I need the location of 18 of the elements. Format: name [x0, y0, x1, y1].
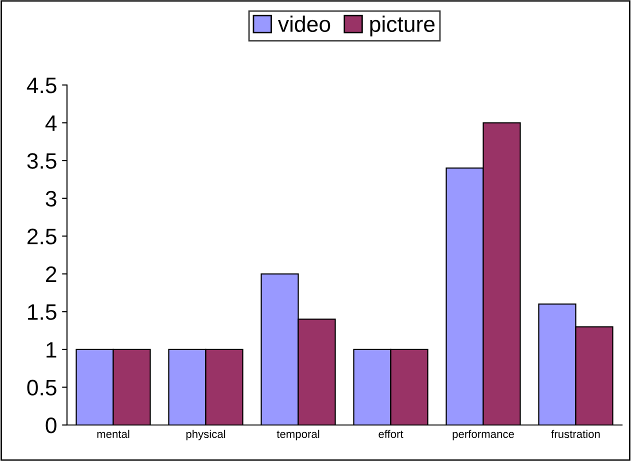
y-tick-label: 2.5 [28, 228, 56, 244]
x-tick-label: performance [452, 430, 514, 440]
x-tick-label: frustration [551, 430, 600, 438]
y-tick-label: 0.5 [27, 380, 56, 396]
y-tick-label: 1.5 [28, 304, 56, 320]
y-tick-label: 2 [46, 266, 56, 282]
y-tick-label: 4.5 [26, 78, 56, 94]
x-tick-label: mental [97, 430, 130, 438]
legend-label: video [278, 16, 330, 32]
y-tick-label: 3.5 [27, 153, 56, 169]
x-tick-label: physical [186, 430, 226, 440]
y-tick-label: 3 [46, 190, 56, 207]
x-tick-label: effort [378, 430, 404, 438]
y-tick-label: 1 [46, 342, 56, 358]
y-tick-label: 4 [45, 116, 57, 131]
x-tick-label: temporal [276, 430, 320, 440]
legend-label: picture [370, 16, 435, 36]
y-tick-label: 0 [46, 418, 56, 434]
